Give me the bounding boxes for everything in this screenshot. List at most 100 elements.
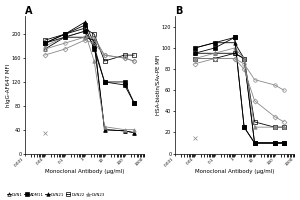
- DVN1: [253, 142, 256, 144]
- Line: DVN21: DVN21: [193, 41, 286, 145]
- DVN24: [273, 142, 276, 144]
- DVN1: [43, 48, 46, 50]
- DVN22: [233, 52, 236, 54]
- Line: ADM32: ADM32: [193, 57, 286, 124]
- ADM11: [193, 52, 196, 54]
- ADM31: [213, 57, 217, 60]
- DVN21: [83, 21, 86, 23]
- DVN22: [193, 57, 196, 60]
- DVN21: [242, 57, 246, 60]
- DVN22: [43, 39, 46, 41]
- DVN22: [63, 33, 67, 35]
- DVN22: [242, 57, 246, 60]
- ADM11: [213, 47, 217, 49]
- DVN23: [123, 128, 126, 131]
- DVN21: [123, 130, 126, 132]
- ADM31: [92, 36, 96, 38]
- ADM31: [273, 84, 276, 86]
- X-axis label: Monoclonal Antibody (μg/ml): Monoclonal Antibody (μg/ml): [45, 169, 124, 174]
- DVN1: [63, 36, 67, 38]
- DVN23: [253, 126, 256, 128]
- DVN24: [233, 36, 236, 39]
- ADM32: [92, 42, 96, 44]
- DVN23: [43, 45, 46, 47]
- DVN21: [63, 33, 67, 35]
- DVN22: [213, 57, 217, 60]
- Y-axis label: HSA-biotin/SAv-PE MFI: HSA-biotin/SAv-PE MFI: [156, 55, 161, 115]
- DVN23: [63, 36, 67, 38]
- Line: DVN22: DVN22: [43, 27, 136, 63]
- ADM31: [103, 54, 106, 56]
- ADM11: [123, 81, 126, 83]
- Line: DVN1: DVN1: [193, 52, 286, 145]
- DVN24: [83, 30, 86, 32]
- ADM31: [63, 42, 67, 44]
- ADM11: [103, 81, 106, 83]
- DVN1: [282, 142, 286, 144]
- DVN22: [132, 54, 136, 56]
- ADM31: [193, 57, 196, 60]
- DVN24: [123, 84, 126, 86]
- ADM31: [123, 57, 126, 59]
- ADM11: [43, 42, 46, 44]
- DVN24: [92, 45, 96, 47]
- ADM32: [103, 54, 106, 56]
- Line: DVN24: DVN24: [43, 30, 136, 105]
- DVN22: [83, 27, 86, 29]
- DVN23: [282, 126, 286, 128]
- DVN24: [282, 142, 286, 144]
- ADM32: [83, 39, 86, 41]
- ADM11: [132, 102, 136, 104]
- Line: DVN1: DVN1: [43, 35, 136, 134]
- DVN1: [103, 128, 106, 131]
- DVN24: [213, 42, 217, 44]
- DVN1: [92, 39, 96, 41]
- DVN23: [193, 57, 196, 60]
- DVN22: [92, 33, 96, 35]
- DVN1: [83, 36, 86, 38]
- DVN22: [253, 121, 256, 123]
- Line: ADM31: ADM31: [43, 35, 136, 63]
- Line: ADM32: ADM32: [43, 38, 136, 63]
- DVN23: [273, 126, 276, 128]
- DVN1: [213, 52, 217, 54]
- ADM32: [63, 48, 67, 50]
- ADM31: [233, 57, 236, 60]
- DVN21: [132, 131, 136, 134]
- DVN24: [43, 42, 46, 44]
- DVN23: [233, 47, 236, 49]
- DVN21: [103, 128, 106, 131]
- DVN23: [103, 125, 106, 128]
- Legend: DVN1, ADM11, DVN21, DVN22, DVN23: DVN1, ADM11, DVN21, DVN22, DVN23: [5, 191, 106, 198]
- Line: DVN22: DVN22: [193, 52, 286, 129]
- Line: DVN23: DVN23: [193, 46, 286, 129]
- ADM32: [43, 54, 46, 56]
- DVN21: [273, 142, 276, 144]
- DVN21: [213, 42, 217, 44]
- ADM32: [123, 57, 126, 59]
- DVN23: [132, 128, 136, 131]
- DVN21: [193, 47, 196, 49]
- DVN23: [83, 30, 86, 32]
- DVN21: [43, 42, 46, 44]
- Line: ADM11: ADM11: [193, 36, 286, 145]
- ADM32: [282, 121, 286, 123]
- DVN21: [282, 142, 286, 144]
- ADM11: [242, 126, 246, 128]
- ADM31: [43, 48, 46, 50]
- DVN22: [103, 60, 106, 62]
- DVN24: [103, 81, 106, 83]
- Text: B: B: [175, 6, 182, 16]
- DVN24: [193, 47, 196, 49]
- DVN22: [282, 126, 286, 128]
- ADM11: [273, 142, 276, 144]
- DVN21: [253, 142, 256, 144]
- DVN23: [242, 57, 246, 60]
- DVN24: [242, 126, 246, 128]
- DVN24: [63, 36, 67, 38]
- ADM32: [242, 68, 246, 70]
- DVN22: [273, 126, 276, 128]
- Line: ADM11: ADM11: [43, 24, 136, 105]
- ADM31: [83, 36, 86, 38]
- DVN21: [233, 42, 236, 44]
